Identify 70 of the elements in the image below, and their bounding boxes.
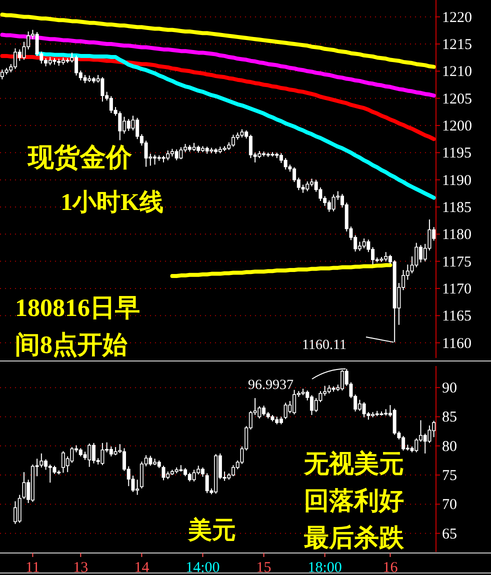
y-tick-label: 1165 — [442, 308, 472, 325]
x-tick-label: 14 — [134, 560, 150, 575]
annotation: 最后杀跌 — [303, 524, 405, 552]
y-tick-label: 1185 — [442, 200, 472, 216]
annotation: 间8点开始 — [15, 331, 128, 359]
candlestick — [118, 110, 122, 141]
candlestick — [362, 238, 366, 249]
candlestick — [392, 408, 396, 436]
x-tick-label: 14:00 — [186, 560, 220, 575]
candlestick — [88, 443, 92, 468]
y-tick-label: 1200 — [442, 118, 472, 134]
x-tick-label: 13 — [73, 560, 88, 575]
y-tick-label: 1215 — [442, 37, 472, 54]
y-tick-label: 1220 — [442, 10, 472, 26]
candlestick — [126, 118, 130, 132]
y-tick-label: 1175 — [442, 254, 472, 270]
y-tick-label: 65 — [442, 526, 457, 542]
y-tick-label: 1170 — [442, 281, 472, 298]
annotation: 回落利好 — [304, 487, 404, 515]
candlestick — [192, 469, 196, 482]
candlestick — [205, 472, 209, 494]
y-tick-label: 1180 — [442, 227, 472, 244]
candlestick — [332, 194, 336, 212]
y-tick-label: 85 — [442, 410, 457, 426]
candlestick — [40, 452, 44, 468]
candlestick — [284, 158, 288, 170]
x-tick-label: 15 — [256, 560, 272, 575]
annotation: 美元 — [187, 516, 236, 544]
y-tick-label: 1190 — [442, 172, 472, 189]
annotation: 现货金价 — [27, 143, 133, 172]
candlestick — [428, 424, 432, 444]
candlestick — [35, 32, 39, 56]
annotation: 96.9937 — [248, 378, 294, 393]
candlestick — [22, 472, 26, 500]
line-series — [0, 32, 436, 98]
candlestick — [100, 442, 104, 466]
candlestick — [174, 148, 178, 161]
candlestick — [162, 465, 166, 481]
y-tick-label: 75 — [442, 468, 457, 484]
x-tick-label: 18:00 — [308, 560, 342, 575]
annotation: 无视美元 — [303, 450, 404, 478]
x-tick-label: 11 — [25, 560, 40, 575]
candlestick — [258, 406, 262, 419]
candlestick — [414, 438, 418, 453]
y-tick-label: 1205 — [442, 91, 472, 108]
y-tick-label: 1195 — [442, 146, 472, 162]
y-tick-label: 1160 — [442, 336, 472, 352]
candlestick — [179, 146, 183, 160]
annotation: 180816日早 — [15, 295, 140, 322]
y-tick-label: 70 — [442, 497, 457, 514]
candlestick — [284, 402, 288, 420]
candlestick — [144, 140, 148, 168]
candlestick — [200, 466, 204, 478]
line-series — [170, 263, 392, 278]
candlestick — [148, 455, 152, 466]
candlestick — [414, 242, 418, 268]
annotation: 1160.11 — [302, 338, 346, 353]
y-tick-label: 80 — [442, 438, 457, 455]
candlestick — [18, 494, 22, 524]
candlestick — [306, 180, 310, 192]
candlestick — [362, 402, 366, 418]
candlestick — [14, 500, 18, 525]
y-tick-label: 1210 — [442, 64, 472, 80]
candlestick — [70, 446, 74, 464]
line-series — [0, 12, 436, 69]
y-tick-label: 90 — [442, 380, 457, 397]
x-tick-label: 16 — [382, 560, 398, 575]
candlestick — [100, 76, 104, 102]
annotation: 1小时K线 — [60, 189, 164, 216]
candlestick — [423, 433, 427, 454]
